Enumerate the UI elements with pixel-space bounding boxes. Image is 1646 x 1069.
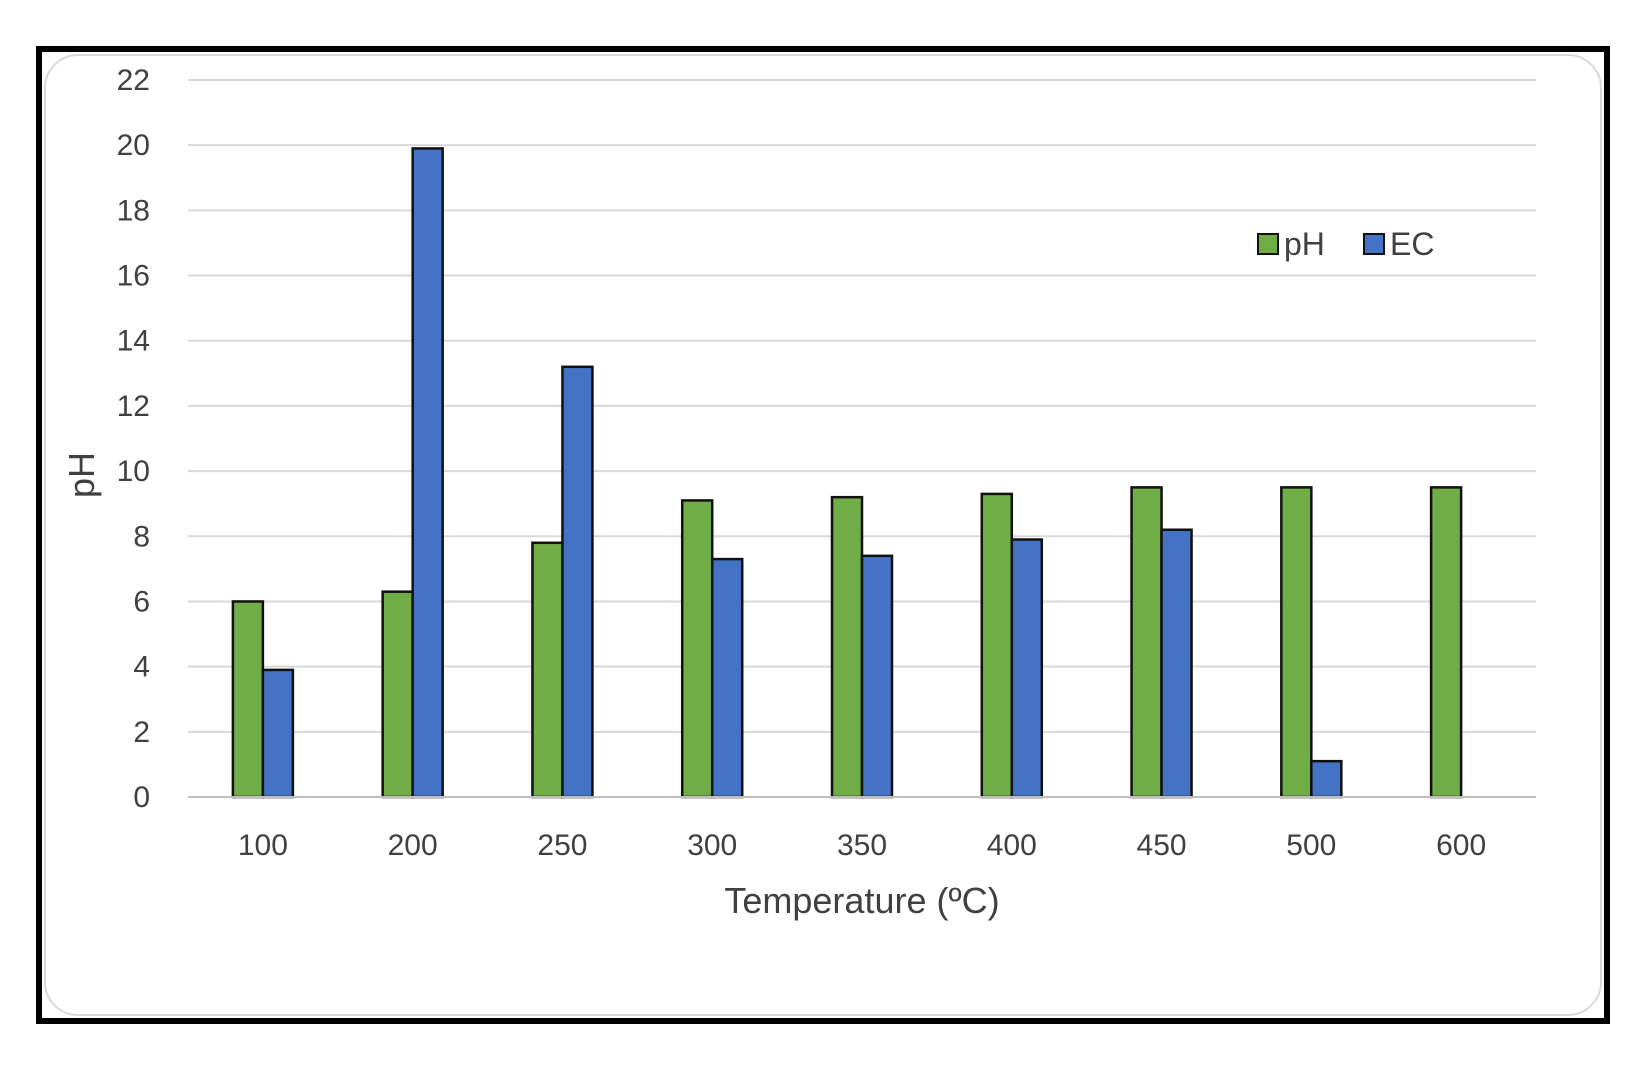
bar-ec-250 bbox=[561, 365, 594, 799]
y-tick-label: 8 bbox=[133, 520, 150, 553]
x-tick-label: 450 bbox=[1137, 829, 1187, 862]
y-tick-label: 20 bbox=[117, 129, 150, 162]
y-axis-title: pH bbox=[61, 452, 102, 498]
bar-ph-500 bbox=[1280, 486, 1313, 799]
y-tick-label: 0 bbox=[133, 781, 150, 814]
x-tick-label: 300 bbox=[687, 829, 737, 862]
x-axis-title: Temperature (ºC) bbox=[724, 880, 999, 921]
x-tick-label: 250 bbox=[537, 829, 587, 862]
legend-label-ec: EC bbox=[1390, 226, 1434, 262]
x-tick-label: 400 bbox=[987, 829, 1037, 862]
y-tick-label: 16 bbox=[117, 260, 150, 293]
bar-ec-350 bbox=[860, 554, 894, 799]
bar-ec-400 bbox=[1010, 538, 1044, 799]
bar-ec-500 bbox=[1310, 759, 1343, 799]
y-axis-ticks: 0 2 4 6 8 10 12 14 16 18 20 22 bbox=[117, 64, 150, 814]
y-tick-label: 18 bbox=[117, 194, 150, 227]
legend: pH EC bbox=[1257, 226, 1434, 262]
chart-panel bbox=[44, 54, 1602, 1016]
bar-ph-300 bbox=[680, 499, 714, 799]
bar-ph-350 bbox=[830, 495, 864, 799]
x-tick-label: 600 bbox=[1436, 829, 1486, 862]
y-tick-label: 14 bbox=[117, 325, 150, 358]
x-tick-label: 500 bbox=[1286, 829, 1336, 862]
bar-ph-450 bbox=[1130, 486, 1163, 799]
bar-ph-250 bbox=[531, 541, 564, 799]
bar-ec-200 bbox=[411, 147, 444, 799]
x-tick-label: 100 bbox=[238, 829, 288, 862]
legend-swatch-ph bbox=[1257, 233, 1279, 255]
bars bbox=[231, 147, 1463, 799]
y-tick-label: 6 bbox=[133, 585, 150, 618]
bar-ec-100 bbox=[261, 668, 295, 799]
bar-ec-450 bbox=[1160, 528, 1193, 799]
y-tick-label: 4 bbox=[133, 651, 150, 684]
bar-ph-100 bbox=[231, 600, 265, 799]
legend-swatch-ec bbox=[1363, 233, 1385, 255]
bar-ph-400 bbox=[980, 492, 1014, 799]
x-tick-label: 200 bbox=[388, 829, 438, 862]
legend-label-ph: pH bbox=[1284, 226, 1325, 262]
x-tick-label: 350 bbox=[837, 829, 887, 862]
y-tick-label: 22 bbox=[117, 64, 150, 97]
y-tick-label: 10 bbox=[117, 455, 150, 488]
y-tick-label: 2 bbox=[133, 716, 150, 749]
y-tick-label: 12 bbox=[117, 390, 150, 423]
bar-ec-300 bbox=[710, 557, 744, 799]
bar-ph-600 bbox=[1429, 486, 1463, 799]
x-axis-ticks: 100 200 250 300 350 400 450 500 600 bbox=[238, 829, 1486, 862]
bar-ph-200 bbox=[381, 590, 414, 799]
